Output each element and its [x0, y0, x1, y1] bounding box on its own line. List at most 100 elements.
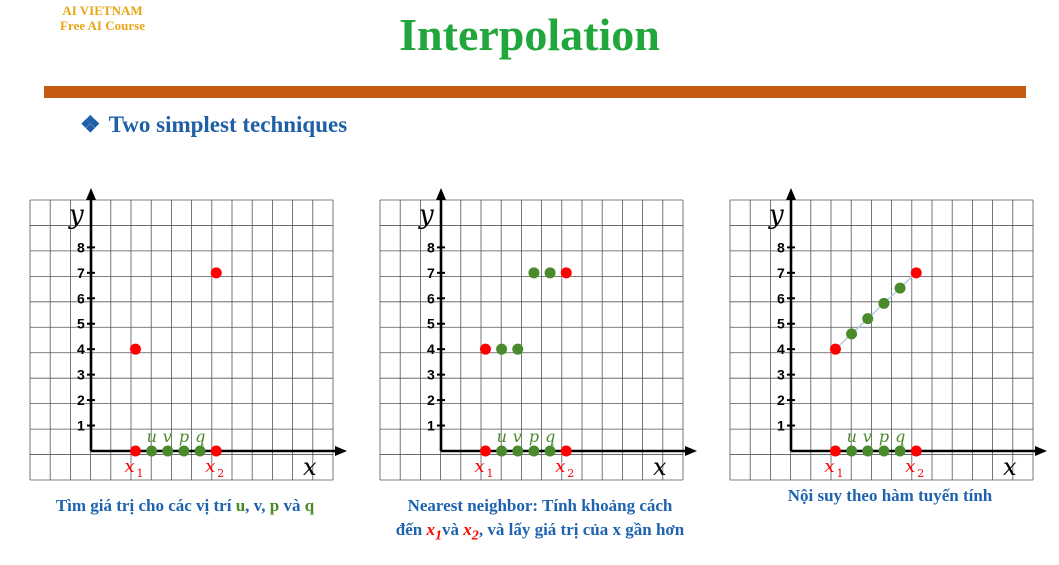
diamond-bullet-icon: ❖	[80, 112, 101, 137]
y-tick-label: 8	[77, 239, 85, 255]
x1-subscript: 1	[836, 467, 843, 480]
y-tick-label: 7	[777, 265, 785, 281]
query-point-u	[846, 328, 858, 340]
query-point-p-axis	[878, 445, 890, 457]
brand-logo: AI VIETNAM Free AI Course	[60, 3, 145, 33]
x1-label: x	[474, 456, 484, 477]
y-tick-label: 6	[77, 290, 85, 306]
interpolation-line	[834, 272, 917, 350]
query-point-q-axis	[194, 445, 206, 457]
x1-axis-point	[479, 445, 491, 457]
brand-line-2: Free AI Course	[60, 18, 145, 33]
query-label-q: q	[195, 427, 205, 446]
y-tick-label: 1	[427, 418, 435, 434]
x1-subscript: 1	[486, 467, 493, 480]
query-label-v: v	[163, 427, 172, 446]
y-tick-label: 3	[427, 367, 435, 383]
y-tick-label: 5	[427, 316, 435, 332]
known-point-1	[129, 343, 141, 355]
y-tick-label: 5	[777, 316, 785, 332]
x-axis-label: x	[303, 453, 317, 481]
y-tick-label: 8	[427, 239, 435, 255]
y-axis-label: y	[418, 200, 434, 230]
x2-label: x	[555, 456, 565, 477]
query-label-u: u	[497, 427, 507, 446]
known-point-2	[560, 267, 572, 279]
query-point-v	[512, 343, 524, 355]
known-point-2	[910, 267, 922, 279]
x-axis-label: x	[653, 453, 667, 481]
page-title: Interpolation	[399, 9, 660, 60]
x-axis-arrow	[685, 446, 697, 456]
y-tick-label: 4	[777, 341, 785, 357]
x2-subscript: 2	[917, 467, 924, 480]
query-point-p	[878, 297, 890, 309]
query-label-u: u	[847, 427, 857, 446]
section-heading: ❖ Two simplest techniques	[80, 112, 347, 138]
query-point-u-axis	[496, 445, 508, 457]
query-label-v: v	[863, 427, 872, 446]
x2-subscript: 2	[217, 467, 224, 480]
x1-axis-point	[129, 445, 141, 457]
query-label-p: p	[179, 427, 189, 446]
query-point-q-axis	[544, 445, 556, 457]
query-label-q: q	[895, 427, 905, 446]
query-point-p-axis	[528, 445, 540, 457]
y-axis-label: y	[68, 200, 84, 230]
query-point-q	[894, 282, 906, 294]
known-point-1	[479, 343, 491, 355]
y-tick-label: 7	[77, 265, 85, 281]
section-heading-text: Two simplest techniques	[108, 112, 348, 137]
y-tick-label: 2	[777, 392, 785, 408]
title-divider	[44, 86, 1026, 98]
query-point-p-axis	[178, 445, 190, 457]
y-tick-label: 6	[427, 290, 435, 306]
x1-label: x	[824, 456, 834, 477]
x-axis-label: x	[1003, 453, 1017, 481]
x2-label: x	[205, 456, 215, 477]
query-label-q: q	[545, 427, 555, 446]
query-point-u-axis	[146, 445, 158, 457]
query-point-v-axis	[162, 445, 174, 457]
y-tick-label: 3	[777, 367, 785, 383]
y-tick-label: 4	[77, 341, 85, 357]
y-tick-label: 7	[427, 265, 435, 281]
known-point-1	[829, 343, 841, 355]
caption-find-values: Tìm giá trị cho các vị trí u, v, p và q	[55, 496, 315, 515]
y-tick-label: 3	[77, 367, 85, 383]
query-point-q-axis	[894, 445, 906, 457]
y-tick-label: 1	[77, 418, 85, 434]
x1-subscript: 1	[136, 467, 143, 480]
query-point-u	[496, 343, 508, 355]
y-tick-label: 2	[427, 392, 435, 408]
y-axis-arrow	[786, 188, 796, 200]
query-point-v-axis	[512, 445, 524, 457]
known-point-2	[210, 267, 222, 279]
y-tick-label: 1	[777, 418, 785, 434]
y-axis-arrow	[86, 188, 96, 200]
y-tick-label: 5	[77, 316, 85, 332]
query-point-v	[862, 313, 874, 325]
x-axis-arrow	[335, 446, 347, 456]
x1-label: x	[124, 456, 134, 477]
x2-axis-point	[910, 445, 922, 457]
query-point-u-axis	[846, 445, 858, 457]
x-axis-arrow	[1035, 446, 1047, 456]
caption-linear: Nội suy theo hàm tuyến tính	[787, 486, 993, 505]
y-axis-arrow	[436, 188, 446, 200]
x2-label: x	[905, 456, 915, 477]
query-label-u: u	[147, 427, 157, 446]
query-point-p	[528, 267, 540, 279]
y-tick-label: 8	[777, 239, 785, 255]
y-tick-label: 2	[77, 392, 85, 408]
query-point-v-axis	[862, 445, 874, 457]
query-point-q	[544, 267, 556, 279]
y-tick-label: 4	[427, 341, 435, 357]
query-label-v: v	[513, 427, 522, 446]
brand-line-1: AI VIETNAM	[62, 3, 143, 18]
query-label-p: p	[529, 427, 539, 446]
caption-nearest-neighbor: Nearest neighbor: Tính khoảng cách đến x…	[395, 496, 685, 544]
